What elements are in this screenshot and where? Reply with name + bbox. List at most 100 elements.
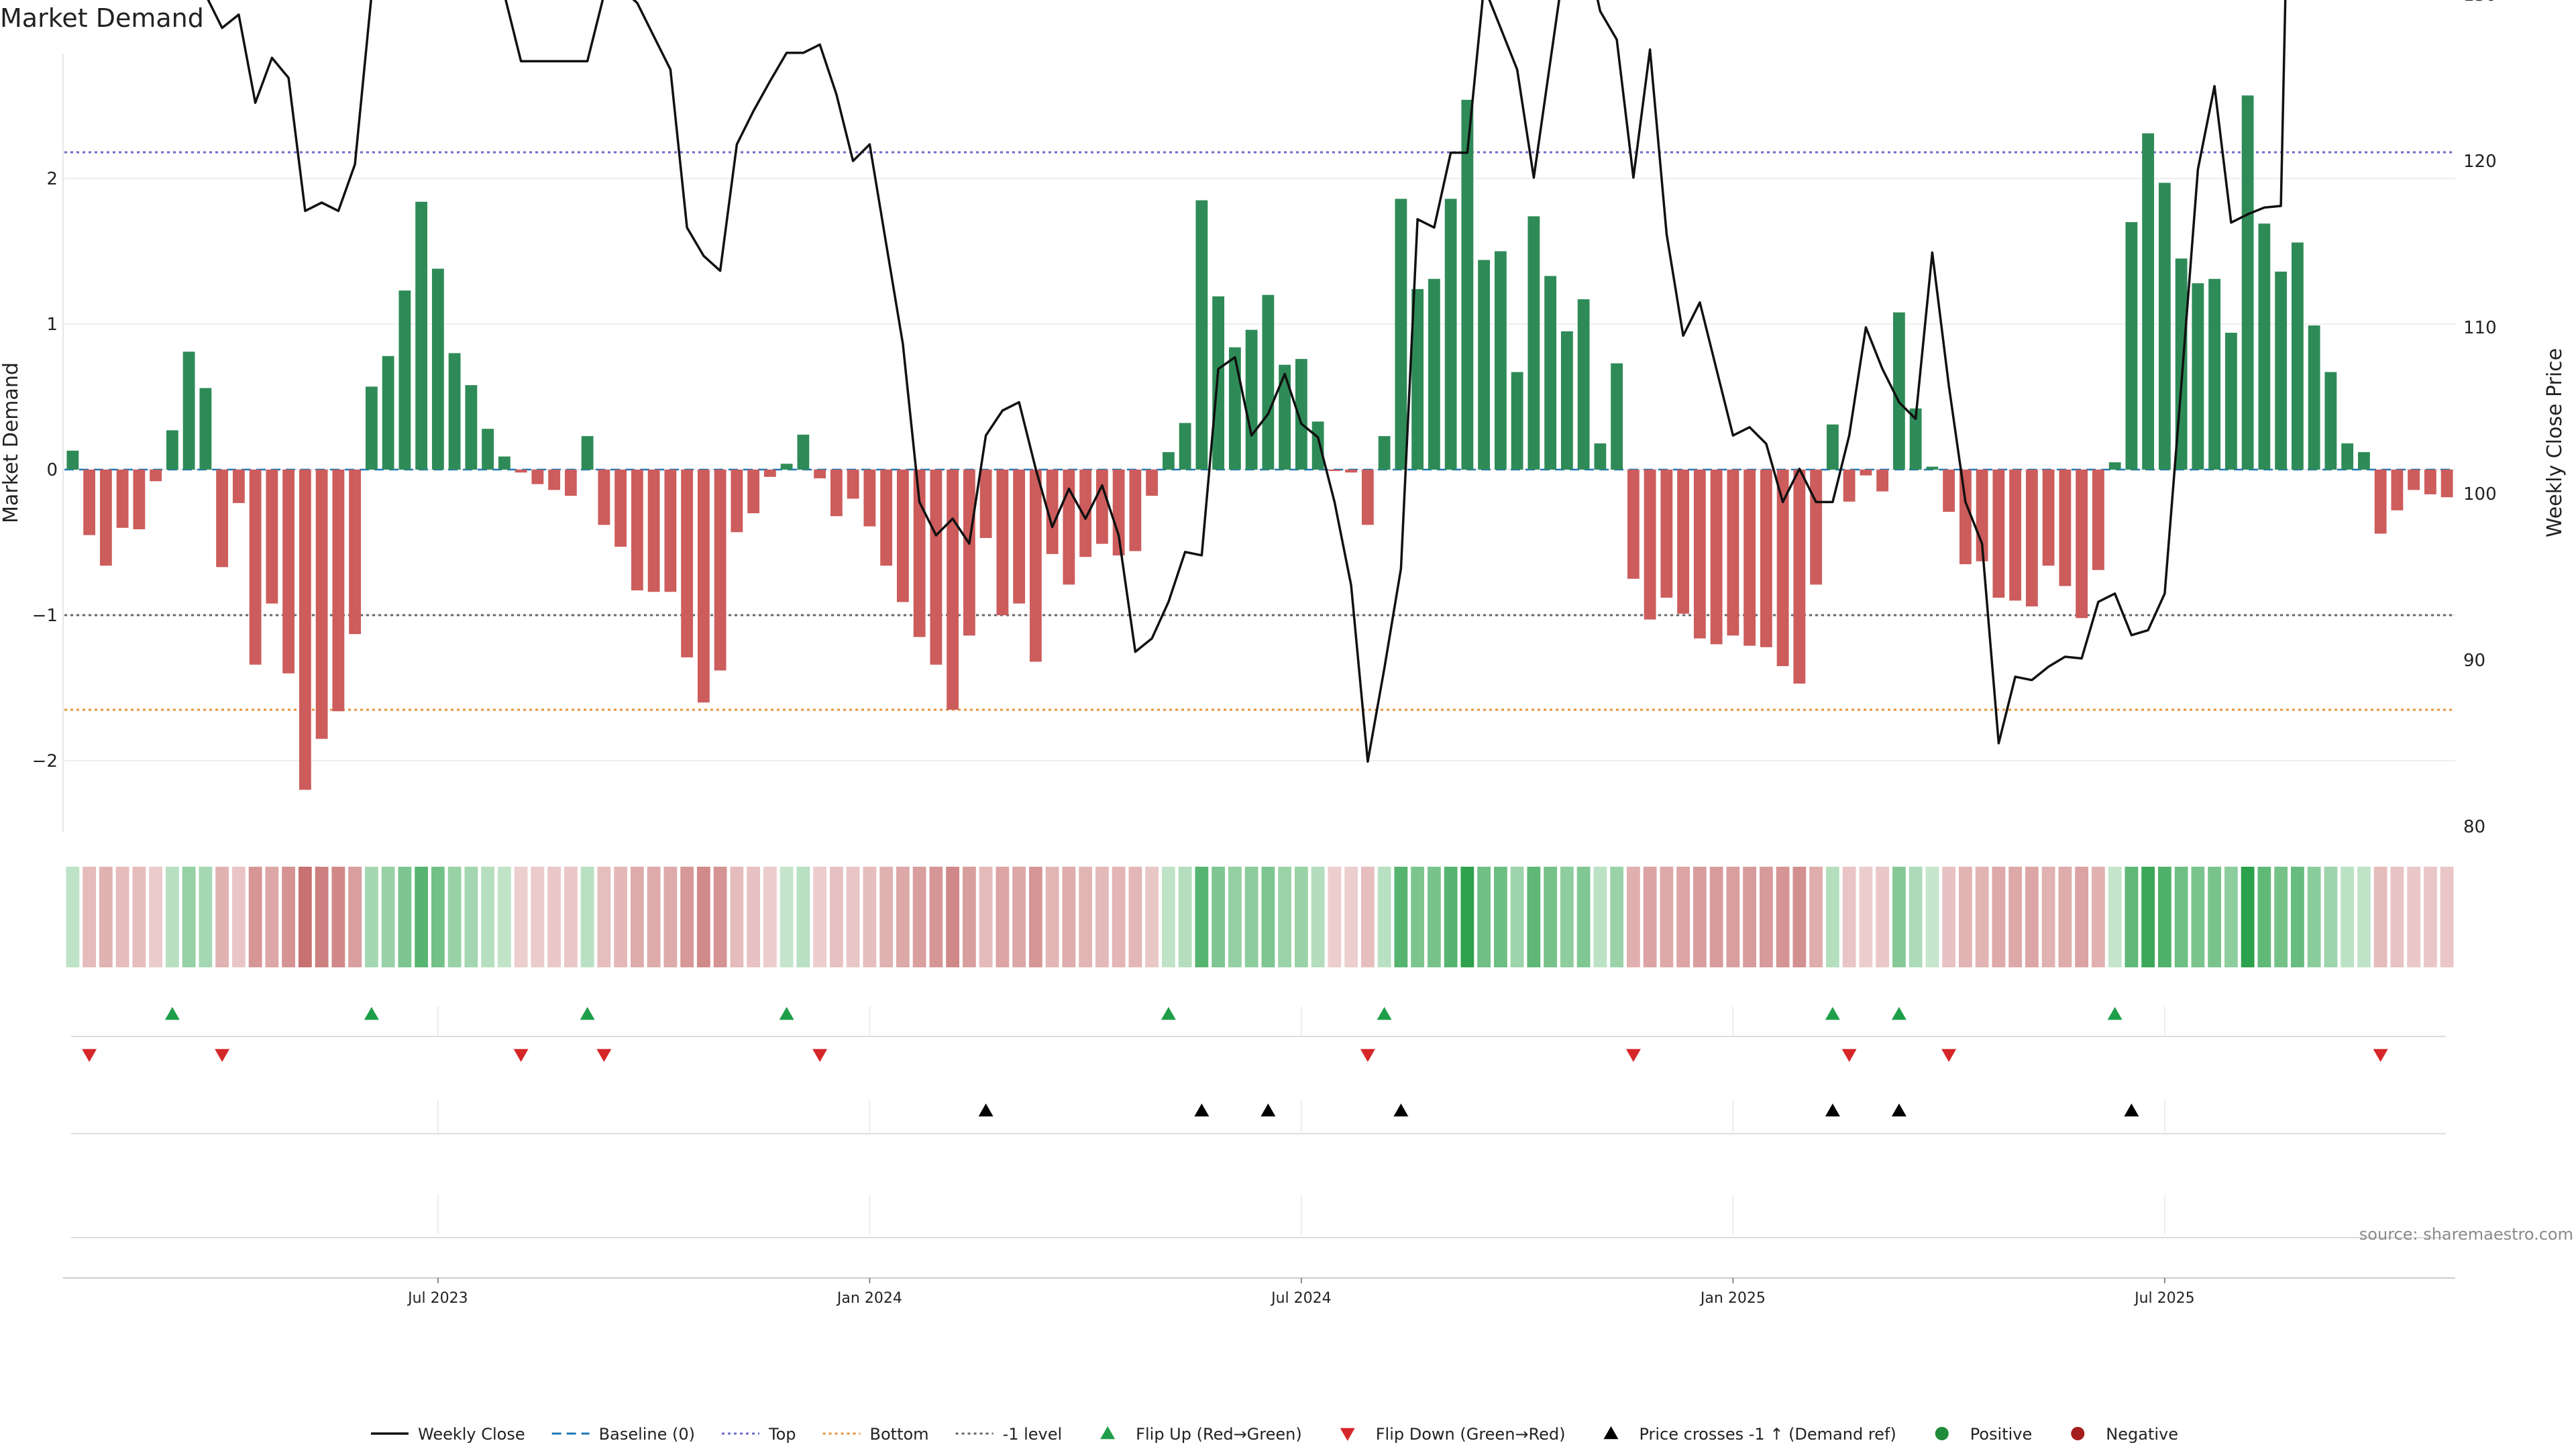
y-tick-label-1: 1 <box>46 315 58 335</box>
heat-cell-136 <box>2324 867 2338 967</box>
demand-bar-56 <box>996 470 1009 615</box>
heat-cell-57 <box>1012 867 1026 967</box>
heat-cell-93 <box>1610 867 1624 967</box>
demand-bar-49 <box>880 470 893 566</box>
heat-cell-18 <box>364 867 378 967</box>
heat-cell-133 <box>2274 867 2288 967</box>
heat-cell-84 <box>1460 867 1474 967</box>
heat-cell-127 <box>2174 867 2188 967</box>
heat-cell-129 <box>2208 867 2222 967</box>
demand-bar-15 <box>315 470 328 739</box>
demand-bar-71 <box>1245 329 1258 470</box>
demand-bar-30 <box>564 470 577 496</box>
demand-heat-strip <box>66 867 2454 967</box>
demand-bar-73 <box>1279 364 1291 470</box>
heat-cell-27 <box>514 867 528 967</box>
heat-cell-141 <box>2407 867 2421 967</box>
right-y-axis: 1701601501401301201101009080 <box>2463 0 2497 837</box>
demand-bar-83 <box>1444 199 1457 470</box>
price-cross-marker-6 <box>2124 1104 2139 1117</box>
demand-bar-50 <box>896 470 909 602</box>
heat-cell-101 <box>1743 867 1757 967</box>
legend-item-3: Bottom <box>822 1425 929 1444</box>
heat-cell-82 <box>1427 867 1441 967</box>
heat-cell-69 <box>1212 867 1226 967</box>
heat-cell-114 <box>1958 867 1972 967</box>
heat-cell-14 <box>298 867 312 967</box>
demand-bar-34 <box>631 470 643 591</box>
demand-bar-77 <box>1345 470 1358 473</box>
x-tick-label-3: Jan 2025 <box>1699 1290 1766 1307</box>
demand-bar-51 <box>913 470 926 637</box>
heat-cell-26 <box>497 867 511 967</box>
demand-bar-84 <box>1461 99 1474 470</box>
demand-bar-86 <box>1494 251 1507 470</box>
demand-bar-57 <box>1013 470 1026 604</box>
source-note: source: sharemaestro.com <box>2359 1225 2573 1244</box>
heat-cell-96 <box>1660 867 1674 967</box>
price-cross-marker-0 <box>978 1104 994 1117</box>
flip-down-marker-0 <box>82 1049 97 1062</box>
flip-up-marker-8 <box>2107 1007 2123 1020</box>
flip-up-marker-6 <box>1825 1007 1840 1020</box>
demand-bar-101 <box>1743 470 1756 646</box>
demand-bar-95 <box>1644 470 1656 620</box>
heat-cell-89 <box>1544 867 1558 967</box>
demand-bar-89 <box>1544 276 1557 470</box>
heat-cell-91 <box>1576 867 1591 967</box>
heat-cell-31 <box>580 867 594 967</box>
demand-bar-109 <box>1876 470 1889 492</box>
demand-bar-38 <box>697 470 710 703</box>
left-y-axis: 2 1 0 −1 −2 <box>32 169 58 771</box>
demand-bar-59 <box>1046 470 1059 554</box>
heat-cell-0 <box>66 867 80 967</box>
heat-cell-30 <box>564 867 578 967</box>
demand-bar-122 <box>2092 470 2104 570</box>
demand-bar-64 <box>1129 470 1142 551</box>
demand-bar-32 <box>598 470 610 525</box>
heat-cell-51 <box>912 867 926 967</box>
heat-cell-49 <box>879 867 894 967</box>
legend-label-3: Bottom <box>870 1425 929 1444</box>
demand-bar-99 <box>1710 470 1723 645</box>
event-markers-panel <box>71 1006 2446 1238</box>
heat-cell-81 <box>1411 867 1425 967</box>
heat-cell-50 <box>896 867 910 967</box>
heat-cell-134 <box>2290 867 2304 967</box>
demand-bar-134 <box>2291 242 2304 470</box>
demand-bar-63 <box>1112 470 1125 556</box>
heat-cell-28 <box>531 867 545 967</box>
x-tick-label-0: Jul 2023 <box>407 1290 468 1307</box>
flip-up-marker-3 <box>779 1007 794 1020</box>
y2-axis-label: Weekly Close Price <box>2543 348 2567 537</box>
flip-down-marker-8 <box>1941 1049 1957 1062</box>
demand-bar-120 <box>2059 470 2072 586</box>
heat-cell-140 <box>2390 867 2404 967</box>
demand-bar-87 <box>1511 372 1523 470</box>
flip-up-marker-7 <box>1891 1007 1907 1020</box>
heat-cell-103 <box>1776 867 1790 967</box>
flip-up-marker-5 <box>1377 1007 1392 1020</box>
demand-bar-110 <box>1892 312 1905 470</box>
demand-bar-18 <box>365 386 378 470</box>
demand-bar-6 <box>166 430 178 470</box>
demand-bar-82 <box>1428 278 1440 470</box>
heat-cell-97 <box>1676 867 1690 967</box>
heat-cell-131 <box>2241 867 2255 967</box>
flip-down-marker-6 <box>1625 1049 1641 1062</box>
heat-cell-20 <box>398 867 412 967</box>
demand-bar-22 <box>431 268 444 470</box>
demand-bar-129 <box>2208 278 2221 470</box>
flip-down-marker-9 <box>2373 1049 2388 1062</box>
heat-cell-106 <box>1825 867 1839 967</box>
level-lines <box>64 151 2455 711</box>
demand-bar-5 <box>150 470 162 482</box>
demand-bar-100 <box>1727 470 1739 636</box>
heat-cell-46 <box>829 867 843 967</box>
heat-cell-12 <box>265 867 279 967</box>
heat-cell-64 <box>1128 867 1142 967</box>
heat-cell-92 <box>1593 867 1607 967</box>
demand-bar-55 <box>979 470 992 538</box>
heat-cell-23 <box>447 867 462 967</box>
